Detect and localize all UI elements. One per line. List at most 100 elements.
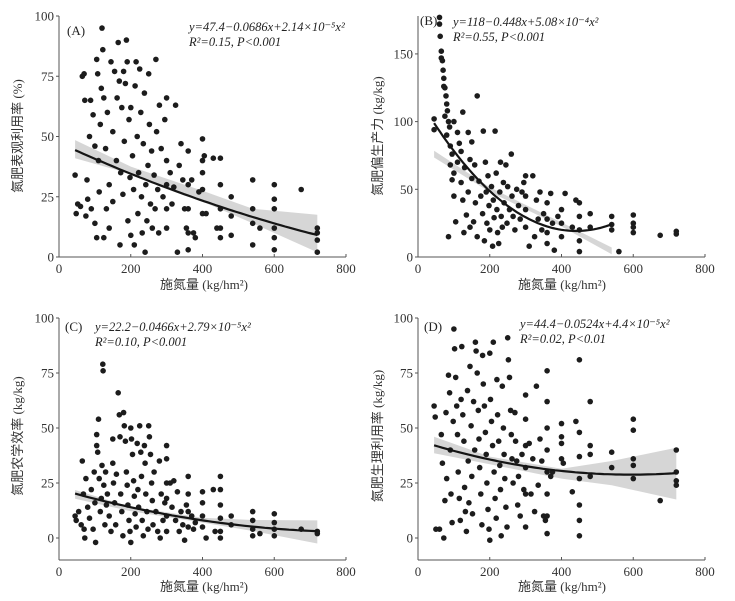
panel-c-data-point bbox=[128, 436, 135, 442]
panel-c-axes: 0 25 50 75 100 0 200 400 600 800 bbox=[35, 311, 356, 580]
panel-d-data-point bbox=[673, 447, 680, 453]
panel-b-x-tick-label: 200 bbox=[480, 261, 500, 276]
panel-d-data-point bbox=[531, 508, 538, 515]
panel-b: 0 50 100 150 0 200 400 600 800 (B) y=118−0.448x+… bbox=[370, 13, 715, 292]
panel-d-data-point bbox=[481, 403, 488, 409]
panel-c-data-point bbox=[183, 502, 190, 508]
panel-d-stats: R²=0.02, P<0.01 bbox=[519, 332, 606, 346]
panel-b-data-point bbox=[494, 229, 501, 236]
panel-a-data-point bbox=[190, 230, 197, 236]
panel-a-data-point bbox=[217, 225, 224, 231]
panel-d-x-axis-title: 施氮量 (kg/hm²) bbox=[518, 579, 606, 594]
panel-c-data-point bbox=[120, 409, 127, 416]
panel-d-data-point bbox=[478, 491, 484, 497]
panel-d-x-tick-label: 200 bbox=[480, 564, 500, 579]
panel-b-data-point bbox=[488, 183, 495, 190]
panel-a-data-point bbox=[314, 237, 321, 243]
panel-c-data-point bbox=[145, 526, 151, 532]
panel-c-data-point bbox=[185, 508, 191, 515]
panel-a-data-point bbox=[93, 234, 100, 241]
panel-b-data-point bbox=[470, 219, 477, 225]
panel-a-data-point bbox=[108, 59, 114, 65]
panel-b-y-tick-label: 150 bbox=[394, 46, 414, 61]
panel-a-data-point bbox=[104, 109, 111, 116]
panel-c-data-point bbox=[163, 495, 170, 502]
panel-d-y-tick-label: 0 bbox=[407, 531, 414, 546]
panel-b-data-point bbox=[630, 224, 637, 230]
panel-d-data-point bbox=[504, 335, 511, 341]
panel-b-data-point bbox=[504, 183, 511, 190]
panel-d-y-tick-label: 25 bbox=[400, 476, 413, 491]
panel-d-data-point bbox=[487, 537, 493, 543]
panel-a-data-point bbox=[130, 186, 137, 193]
panel-b-data-point bbox=[530, 173, 536, 179]
panel-b-data-point bbox=[439, 57, 446, 64]
panel-c-data-point bbox=[93, 431, 100, 438]
panel-a-data-point bbox=[145, 71, 152, 77]
panel-b-data-point bbox=[486, 202, 492, 209]
panel-a-data-point bbox=[163, 95, 170, 101]
panel-d-y-axis-title: 氮肥生理利用率 (kg/kg) bbox=[370, 370, 385, 503]
panel-a-data-point bbox=[120, 191, 126, 198]
panel-a-data-point bbox=[199, 157, 206, 164]
panel-a-data-point bbox=[102, 145, 109, 152]
panel-d-data-point bbox=[486, 526, 492, 532]
panel-a-data-point bbox=[199, 136, 206, 142]
panel-b-x-tick-label: 600 bbox=[624, 261, 644, 276]
panel-c-fit-line bbox=[74, 492, 318, 533]
panel-d-data-point bbox=[576, 517, 583, 524]
panel-b-data-point bbox=[504, 220, 510, 226]
panel-b-data-point bbox=[447, 162, 454, 168]
panel-d: 0 25 50 75 100 0 200 400 600 800 (D) y=44.4−0.052… bbox=[370, 311, 715, 595]
panel-b-data-point bbox=[481, 238, 488, 244]
panel-b-data-point bbox=[463, 212, 470, 218]
panel-d-points bbox=[431, 326, 680, 543]
panel-b-data-point bbox=[522, 173, 529, 179]
panel-d-data-point bbox=[544, 368, 550, 374]
panel-a-y-tick-label: 25 bbox=[41, 189, 54, 204]
panel-b-data-point bbox=[558, 206, 565, 213]
panel-d-data-point bbox=[576, 533, 583, 539]
panel-c-data-point bbox=[127, 528, 133, 535]
panel-a-data-point bbox=[156, 102, 163, 108]
panel-c-data-point bbox=[199, 500, 206, 506]
panel-c-data-point bbox=[81, 526, 87, 532]
panel-c-data-point bbox=[217, 528, 224, 535]
panel-a-data-point bbox=[115, 39, 121, 46]
panel-c-data-point bbox=[174, 489, 181, 495]
panel-d-data-point bbox=[630, 416, 637, 423]
panel-b-data-point bbox=[540, 210, 547, 217]
panel-c-data-point bbox=[128, 425, 134, 431]
panel-a-data-point bbox=[271, 225, 278, 231]
panel-d-data-point bbox=[526, 440, 532, 447]
panel-c-points bbox=[72, 361, 321, 546]
panel-b-x-tick-label: 400 bbox=[552, 261, 572, 276]
panel-d-data-point bbox=[587, 473, 593, 480]
panel-d-data-point bbox=[558, 456, 565, 462]
panel-c-data-point bbox=[138, 449, 144, 456]
panel-c-data-point bbox=[100, 368, 106, 374]
panel-d-data-point bbox=[456, 495, 463, 502]
panel-a-data-point bbox=[117, 242, 123, 248]
panel-a-data-point bbox=[97, 121, 104, 128]
panel-a-data-point bbox=[171, 184, 177, 190]
panel-a-data-point bbox=[113, 157, 120, 164]
panel-b-data-point bbox=[460, 197, 466, 203]
panel-c-data-point bbox=[163, 528, 170, 535]
panel-a-data-point bbox=[128, 104, 134, 111]
panel-a-data-point bbox=[176, 162, 182, 169]
panel-c-data-point bbox=[134, 440, 140, 447]
panel-a-data-point bbox=[149, 225, 156, 231]
panel-b-data-point bbox=[469, 175, 475, 182]
panel-a-y-axis-title: 氮肥表观利用率 (%) bbox=[10, 79, 25, 193]
panel-d-data-point bbox=[487, 396, 494, 403]
panel-b-data-point bbox=[458, 179, 464, 186]
panel-b-label: (B) bbox=[420, 13, 437, 28]
panel-c-data-point bbox=[113, 471, 120, 478]
panel-d-data-point bbox=[560, 460, 567, 467]
panel-d-data-point bbox=[482, 429, 489, 436]
panel-c-data-point bbox=[106, 513, 112, 519]
panel-a-data-point bbox=[122, 80, 129, 87]
panel-a-data-point bbox=[185, 148, 191, 154]
panel-c-data-point bbox=[145, 423, 152, 429]
